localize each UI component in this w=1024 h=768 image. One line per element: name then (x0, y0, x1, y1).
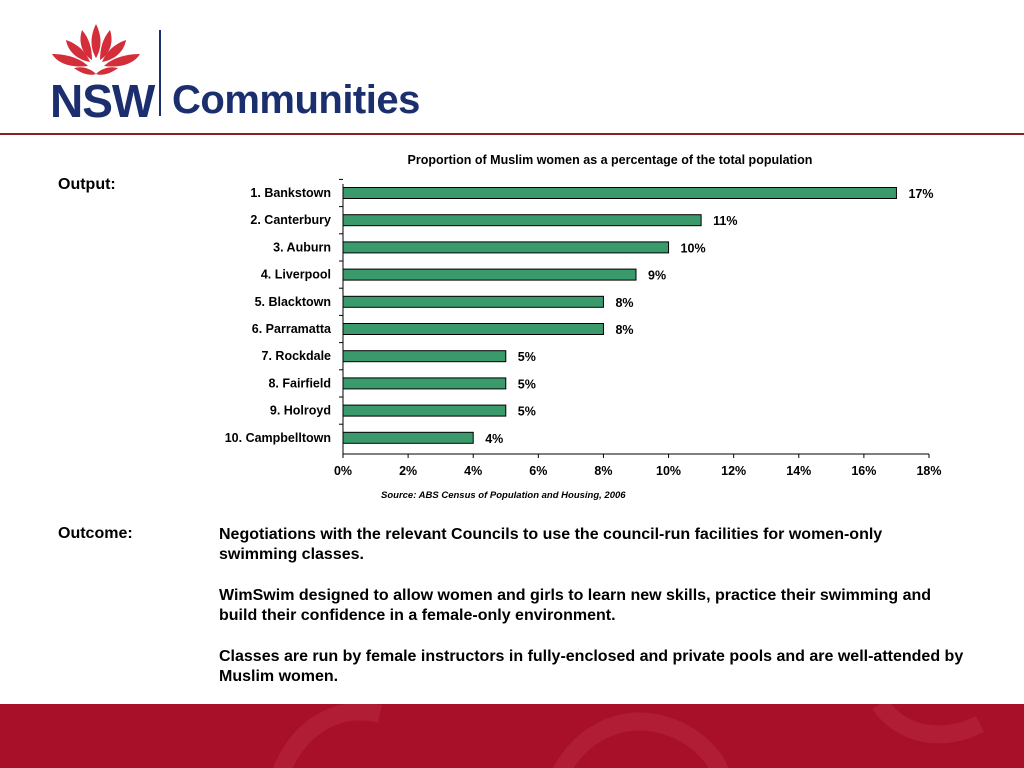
category-label: 8. Fairfield (268, 376, 331, 390)
bar (342, 187, 897, 199)
data-label: 10% (681, 241, 706, 255)
nsw-communities-logo: NSW Communities (44, 22, 420, 127)
x-tick-label: 18% (916, 464, 941, 478)
bar (342, 350, 507, 363)
x-tick-label: 0% (334, 464, 352, 478)
category-label: 9. Holroyd (270, 404, 331, 418)
category-label: 5. Blacktown (255, 295, 331, 309)
outcome-label: Outcome: (58, 525, 133, 542)
data-label: 17% (908, 187, 933, 201)
x-tick-label: 4% (464, 464, 482, 478)
data-label: 5% (518, 405, 536, 419)
category-label: 10. Campbelltown (225, 431, 331, 445)
x-tick-label: 14% (786, 464, 811, 478)
data-label: 8% (615, 296, 633, 310)
outcome-paragraph: Negotiations with the relevant Councils … (219, 526, 883, 563)
category-label: 4. Liverpool (261, 268, 331, 282)
bar (342, 295, 604, 308)
bar-chart: Proportion of Muslim women as a percenta… (225, 153, 942, 478)
bar (342, 214, 702, 227)
category-label: 6. Parramatta (252, 322, 332, 336)
data-label: 8% (615, 323, 633, 337)
header-rule (0, 133, 1024, 135)
outcome-paragraph: Classes are run by female instructors in… (219, 648, 964, 685)
chart-source: Source: ABS Census of Population and Hou… (381, 490, 626, 501)
waratah-icon (52, 24, 140, 75)
bar (342, 268, 637, 281)
logo-divider (159, 30, 161, 116)
x-tick-label: 6% (529, 464, 547, 478)
data-label: 4% (485, 432, 503, 446)
x-tick-label: 8% (594, 464, 612, 478)
data-label: 5% (518, 350, 536, 364)
output-label: Output: (58, 176, 116, 193)
x-tick-label: 12% (721, 464, 746, 478)
category-label: 1. Bankstown (250, 186, 331, 200)
x-tick-label: 2% (399, 464, 417, 478)
category-label: 2. Canterbury (250, 213, 331, 227)
chart-title: Proportion of Muslim women as a percenta… (408, 153, 813, 167)
outcome-text: Negotiations with the relevant Councils … (219, 525, 964, 708)
outcome-paragraph: WimSwim designed to allow women and girl… (219, 587, 932, 624)
bar (342, 323, 604, 335)
category-label: 7. Rockdale (262, 349, 332, 363)
x-tick-label: 10% (656, 464, 681, 478)
logo-communities-text: Communities (172, 78, 420, 122)
data-label: 9% (648, 269, 666, 283)
category-label: 3. Auburn (273, 240, 331, 254)
footer-band (0, 704, 1024, 768)
bar (342, 404, 507, 417)
x-tick-label: 16% (851, 464, 876, 478)
logo-nsw-text: NSW (50, 75, 155, 127)
bar (342, 241, 670, 254)
data-label: 11% (713, 214, 737, 228)
bar (342, 377, 507, 390)
bar (342, 431, 474, 444)
footer-watermark-icon (272, 704, 985, 768)
data-label: 5% (518, 377, 536, 391)
